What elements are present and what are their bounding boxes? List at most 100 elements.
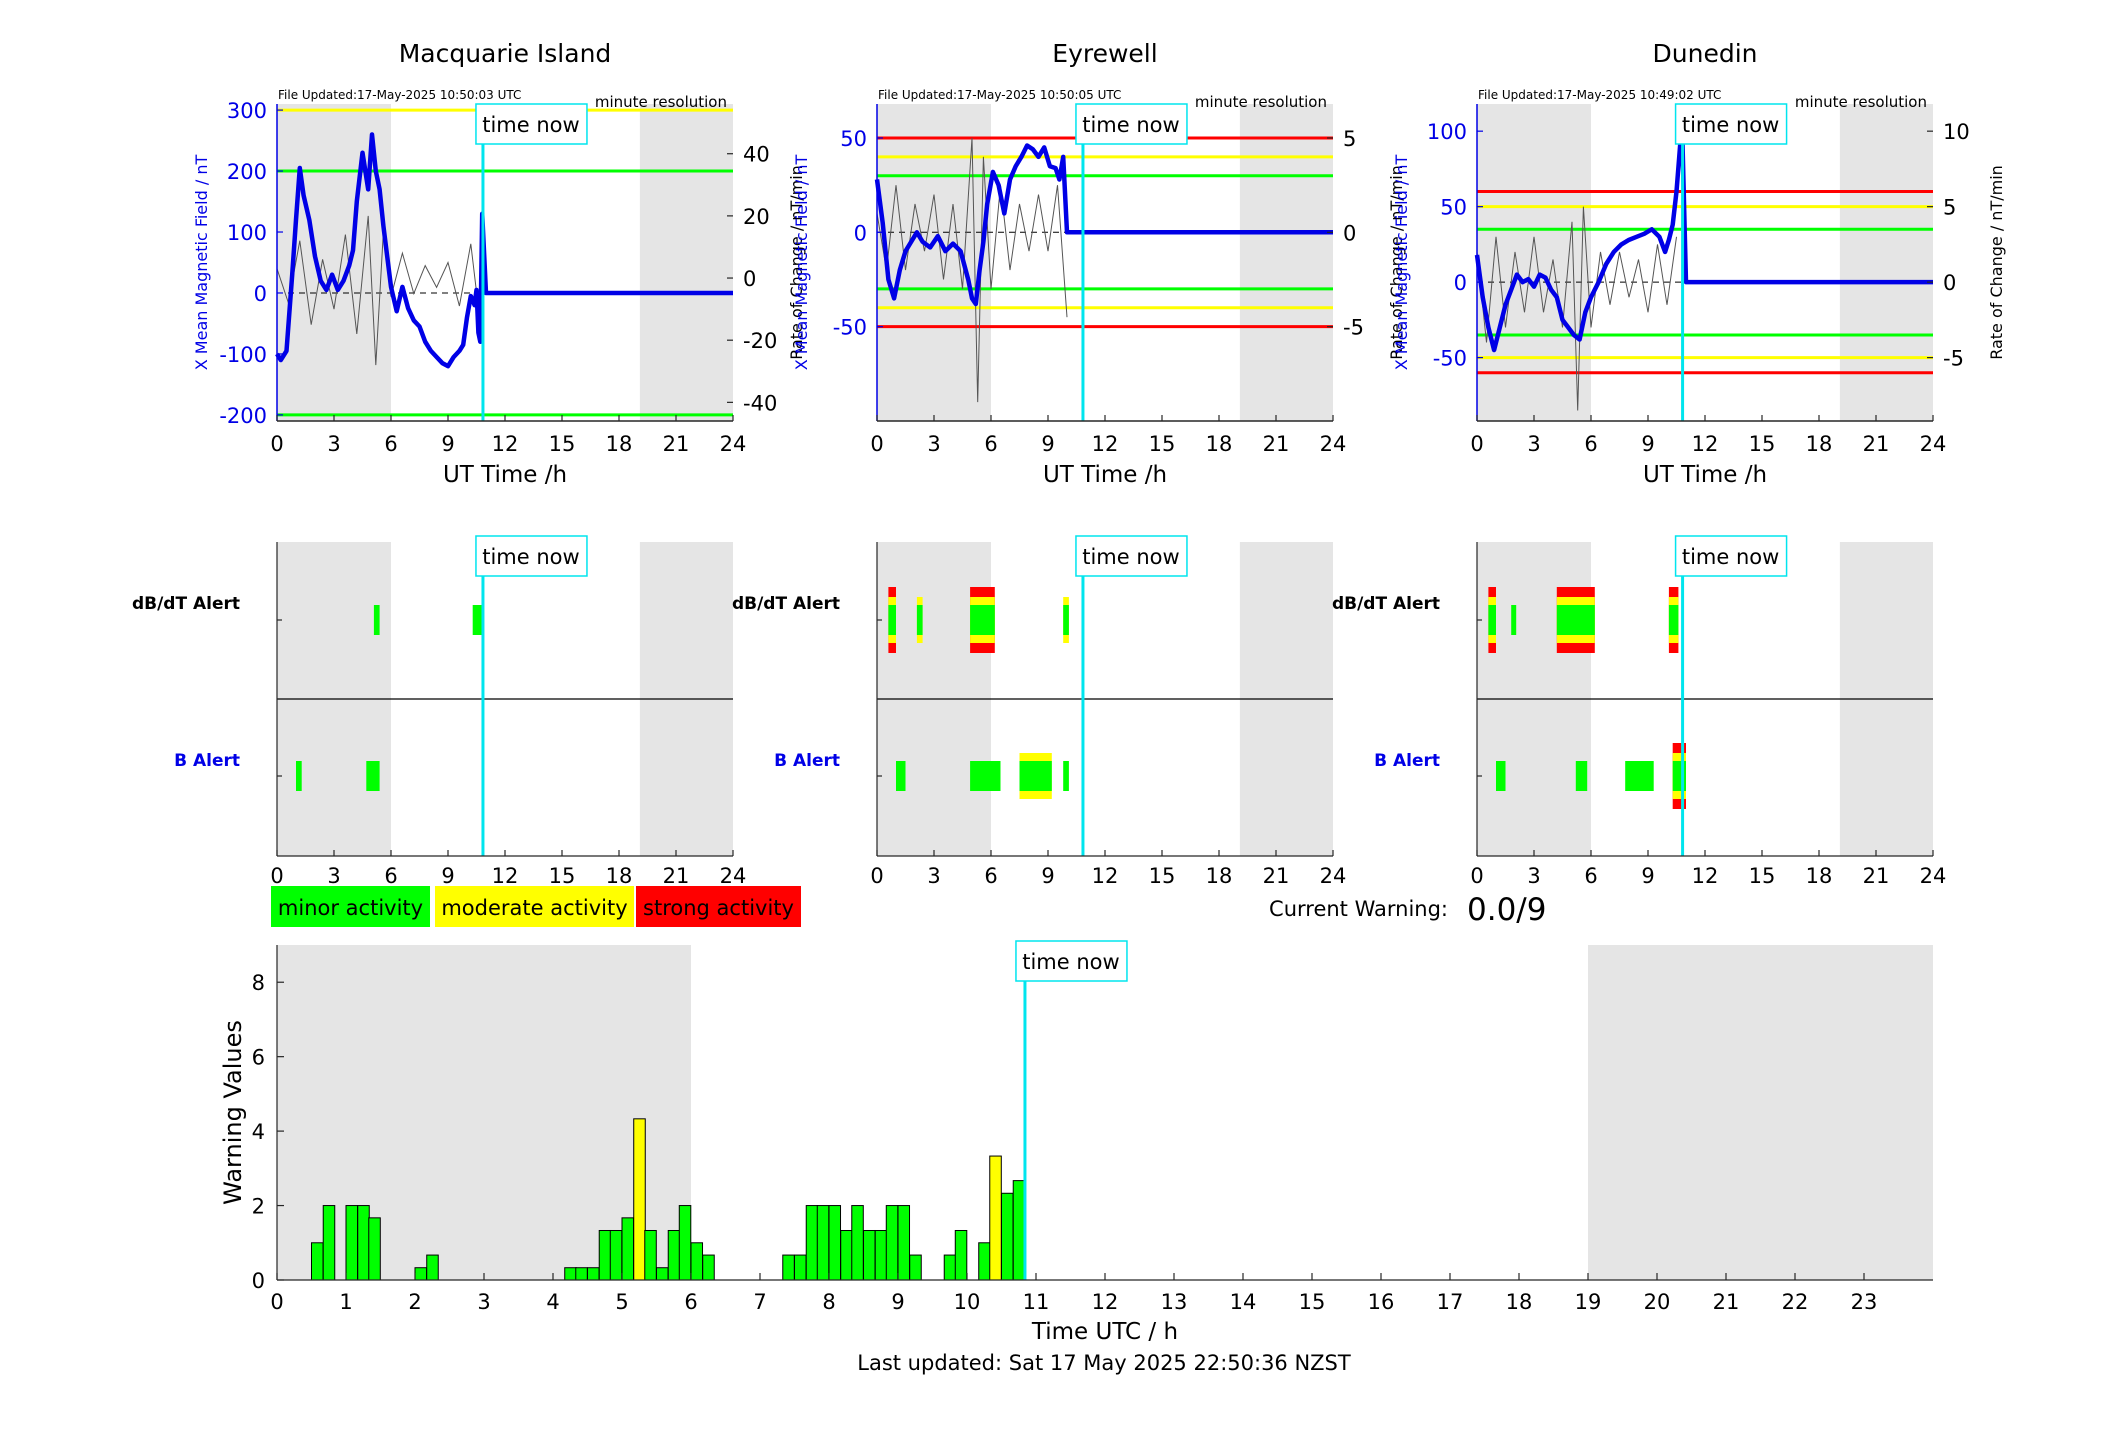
warning-bar-minor [690,1242,704,1281]
y2-tick-label: -20 [743,329,777,353]
x-tick-label: 3 [927,864,940,888]
x-tick-label: 12 [1092,864,1119,888]
night-shading [877,104,991,421]
db-dt-alert-label: dB/dT Alert [732,594,840,614]
db-dt-alert-bar-minor [1668,605,1679,635]
resolution-text: minute resolution [595,93,727,111]
station-panel-2: Dunedin time now File Updated:17-May-2025 … [1392,39,2006,488]
db-dt-alert-label: dB/dT Alert [1332,594,1440,614]
alert-panel-0: time now 0 3 6 9 12 15 18 21 24 dB/dT Alert B Alert [132,535,746,888]
x-tick-label: 24 [1320,432,1347,456]
x-tick-label: 15 [1749,432,1776,456]
warning-bar-minor [828,1205,842,1281]
b-alert-bar-minor [296,761,302,791]
time-now-label: time now [482,545,579,569]
warning-bar-minor [885,1205,899,1281]
x-tick-label: 18 [1806,864,1833,888]
x-tick-label: 15 [549,432,576,456]
x-tick-label: 3 [327,864,340,888]
x-tick-label: 9 [1641,432,1654,456]
b-alert-bar-minor [1496,761,1506,791]
x-tick-label: 24 [1920,864,1947,888]
time-now-box [1674,535,1788,577]
db-dt-alert-bar-minor [916,605,923,635]
file-updated-text: File Updated:17-May-2025 10:50:03 UTC [278,88,521,102]
b-alert-bar-minor [970,761,1001,791]
x-tick-label: 24 [720,432,747,456]
station-title: Eyrewell [1052,39,1157,68]
x-axis-label: UT Time /h [1643,462,1767,488]
y-tick-label: 2 [252,1195,265,1219]
x-tick-label: 7 [753,1290,766,1314]
station-panel-1: Eyrewell time now File Updated:17-May-2025… [792,39,1406,488]
x-tick-label: 8 [822,1290,835,1314]
db-dt-alert-bar-minor [970,605,995,635]
x-tick-label: 3 [1527,864,1540,888]
station-title: Macquarie Island [399,39,612,68]
x-tick-label: 21 [1863,432,1890,456]
x-tick-label: 9 [441,864,454,888]
x-tick-label: 9 [1041,432,1054,456]
x-tick-label: 12 [492,432,519,456]
warning-bar-minor [1012,1180,1026,1281]
mean-field-series [1474,128,1933,353]
x-tick-label: 24 [1920,432,1947,456]
time-now-label: time now [482,113,579,137]
y-tick-label: 0 [854,221,867,245]
file-updated-text: File Updated:17-May-2025 10:49:02 UTC [1478,88,1721,102]
right-axis-label: Rate of Change / nT/min [787,165,806,360]
x-tick-label: 12 [1092,1290,1119,1314]
x-axis-label: UT Time /h [443,462,567,488]
warning-bar-minor [943,1254,957,1281]
x-tick-label: 18 [1206,864,1233,888]
x-tick-label: 6 [984,864,997,888]
warning-bar-minor [702,1254,715,1281]
b-alert-bar-minor [366,761,380,791]
b-alert-bar-minor [1575,761,1588,791]
night-shading [1588,945,1933,1280]
x-tick-label: 18 [1506,1290,1533,1314]
x-tick-label: 15 [1749,864,1776,888]
x-tick-label: 18 [606,432,633,456]
y2-tick-label: -5 [1343,316,1364,340]
time-now-label: time now [1682,545,1779,569]
x-tick-label: 6 [984,432,997,456]
night-shading [1477,104,1591,421]
last-updated-text: Last updated: Sat 17 May 2025 22:50:36 N… [857,1351,1351,1375]
x-tick-label: 15 [549,864,576,888]
warning-bar-minor [909,1254,922,1281]
legend-swatch-moderate [435,886,634,927]
legend-label-moderate: moderate activity [441,896,627,920]
x-tick-label: 21 [1263,864,1290,888]
y2-tick-label: 0 [1343,221,1356,245]
x-tick-label: 10 [954,1290,981,1314]
x-tick-label: 23 [1851,1290,1878,1314]
x-tick-label: 0 [1470,432,1483,456]
legend-swatch-strong [636,886,801,927]
left-axis-label: X Mean Magnetic Field / nT [1392,155,1411,371]
x-tick-label: 0 [870,432,883,456]
station-title: Dunedin [1653,39,1758,68]
warning-bar-moderate [989,1155,1002,1281]
x-tick-label: 21 [663,864,690,888]
y-tick-label: 4 [252,1120,265,1144]
left-axis-label: X Mean Magnetic Field / nT [792,155,811,371]
x-tick-label: 13 [1161,1290,1188,1314]
warning-bar-minor [322,1205,336,1281]
y-tick-label: 300 [227,99,267,123]
x-tick-label: 14 [1230,1290,1257,1314]
station-panel-0: Macquarie Island time now File Updated:17-… [192,39,806,488]
y-tick-label: -50 [833,316,867,340]
x-tick-label: 21 [1713,1290,1740,1314]
b-alert-label: B Alert [1374,751,1440,771]
warning-bar-minor [564,1267,577,1281]
y-tick-label: 100 [1427,120,1467,144]
legend-swatch-minor [271,886,430,927]
night-shading [1239,104,1333,421]
x-tick-label: 9 [1041,864,1054,888]
db-dt-alert-bar-minor [1511,605,1517,635]
x-tick-label: 0 [270,1290,283,1314]
warning-bar-minor [644,1229,657,1281]
y-tick-label: 0 [252,1269,265,1293]
